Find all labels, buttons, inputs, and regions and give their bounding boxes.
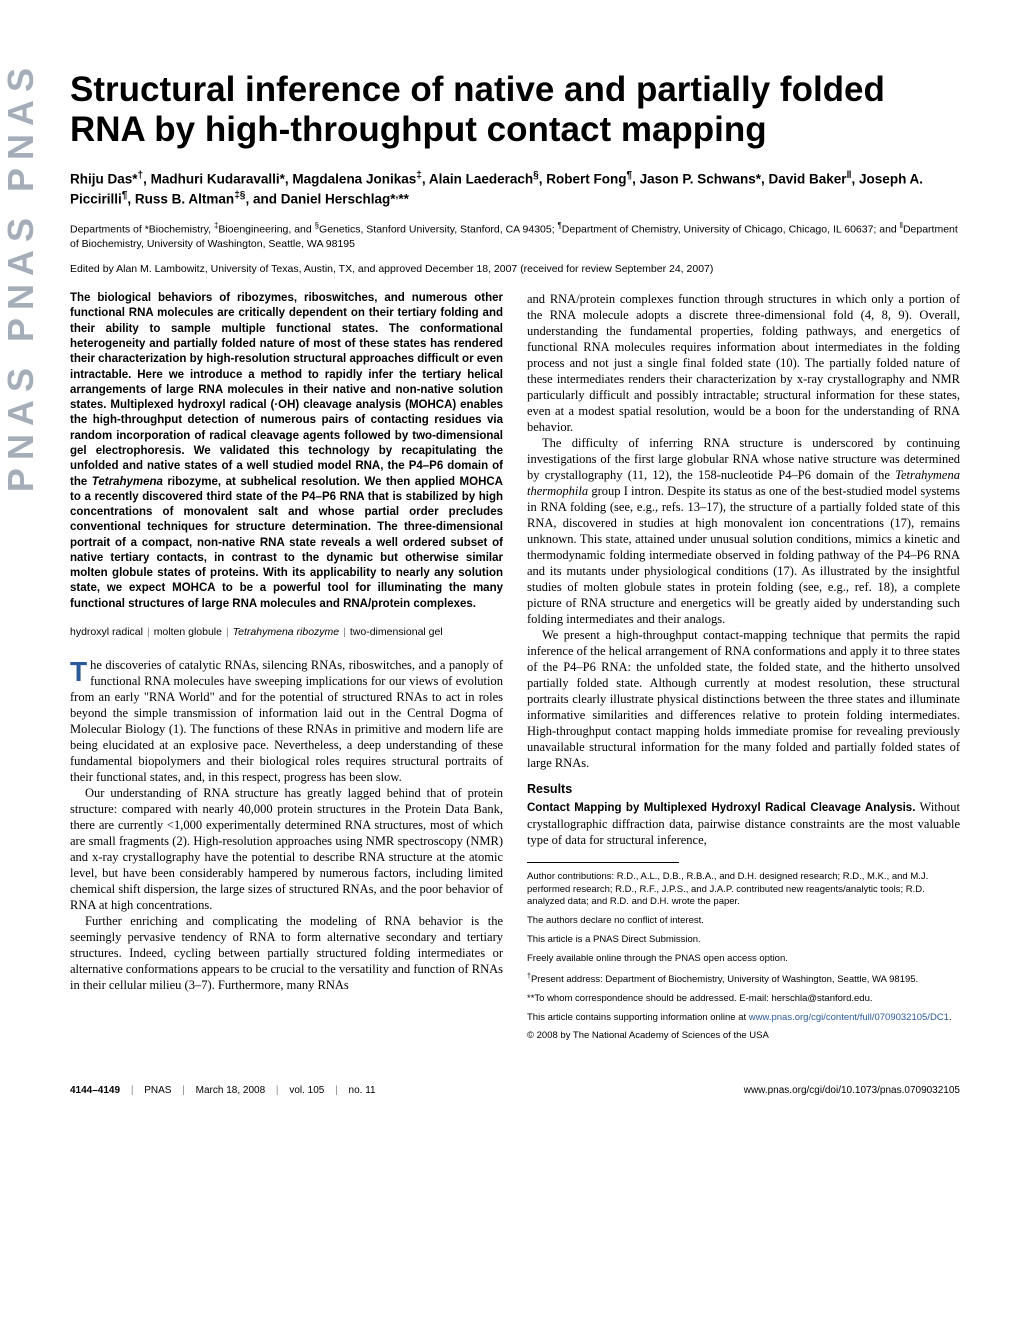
pnas-side-banner: PNAS PNAS PNAS	[0, 60, 42, 620]
keyword: hydroxyl radical	[70, 626, 143, 638]
keywords: hydroxyl radical|molten globule|Tetrahym…	[70, 626, 503, 639]
right-column: and RNA/protein complexes function throu…	[527, 291, 960, 1049]
left-column: The biological behaviors of ribozymes, r…	[70, 291, 503, 1049]
footer-date: March 18, 2008	[196, 1085, 266, 1096]
dropcap: T	[70, 657, 90, 684]
footer-issue: no. 11	[349, 1085, 376, 1096]
body-text-left: The discoveries of catalytic RNAs, silen…	[70, 657, 503, 993]
body-text-right: and RNA/protein complexes function throu…	[527, 291, 960, 771]
footnote-direct-submission: This article is a PNAS Direct Submission…	[527, 934, 960, 947]
page-footer: 4144–4149 | PNAS | March 18, 2008 | vol.…	[70, 1079, 960, 1096]
footer-vol: vol. 105	[289, 1085, 324, 1096]
footnote-si: This article contains supporting informa…	[527, 1012, 960, 1025]
footnotes: Author contributions: R.D., A.L., D.B., …	[527, 871, 960, 1043]
footer-journal: PNAS	[144, 1085, 171, 1096]
footnote-separator	[527, 862, 679, 863]
two-column-layout: The biological behaviors of ribozymes, r…	[70, 291, 960, 1049]
intro-para-1: The discoveries of catalytic RNAs, silen…	[70, 657, 503, 785]
keyword: two-dimensional gel	[350, 626, 443, 638]
results-heading: Results	[527, 781, 960, 797]
results-para-1: Contact Mapping by Multiplexed Hydroxyl …	[527, 799, 960, 848]
affiliations: Departments of *Biochemistry, ‡Bioengine…	[70, 221, 960, 251]
author-list: Rhiju Das*†, Madhuri Kudaravalli*, Magda…	[70, 169, 960, 210]
footer-left: 4144–4149 | PNAS | March 18, 2008 | vol.…	[70, 1085, 376, 1096]
abstract: The biological behaviors of ribozymes, r…	[70, 291, 503, 612]
edited-by-line: Edited by Alan M. Lambowitz, University …	[70, 263, 960, 275]
footnote-open-access: Freely available online through the PNAS…	[527, 953, 960, 966]
pnas-banner-text: PNAS PNAS PNAS	[0, 60, 42, 492]
intro-para-4: and RNA/protein complexes function throu…	[527, 291, 960, 435]
footnote-author-contrib: Author contributions: R.D., A.L., D.B., …	[527, 871, 960, 909]
footnote-conflict: The authors declare no conflict of inter…	[527, 915, 960, 928]
intro-para-2: Our understanding of RNA structure has g…	[70, 785, 503, 913]
results-body: Contact Mapping by Multiplexed Hydroxyl …	[527, 799, 960, 848]
intro-para-6: We present a high-throughput contact-map…	[527, 627, 960, 771]
article-title: Structural inference of native and parti…	[70, 70, 960, 151]
keyword: molten globule	[154, 626, 222, 638]
intro-para-3: Further enriching and complicating the m…	[70, 913, 503, 993]
footnote-correspondence: **To whom correspondence should be addre…	[527, 993, 960, 1006]
keyword: Tetrahymena ribozyme	[233, 626, 339, 638]
page-content: Structural inference of native and parti…	[0, 0, 1020, 1136]
footer-pages: 4144–4149	[70, 1085, 120, 1096]
si-link[interactable]: www.pnas.org/cgi/content/full/0709032105…	[749, 1012, 949, 1023]
footnote-present-address: †Present address: Department of Biochemi…	[527, 972, 960, 987]
footnote-copyright: © 2008 by The National Academy of Scienc…	[527, 1030, 960, 1043]
results-subheading: Contact Mapping by Multiplexed Hydroxyl …	[527, 802, 915, 814]
footer-doi: www.pnas.org/cgi/doi/10.1073/pnas.070903…	[744, 1085, 960, 1096]
intro-para-5: The difficulty of inferring RNA structur…	[527, 435, 960, 627]
